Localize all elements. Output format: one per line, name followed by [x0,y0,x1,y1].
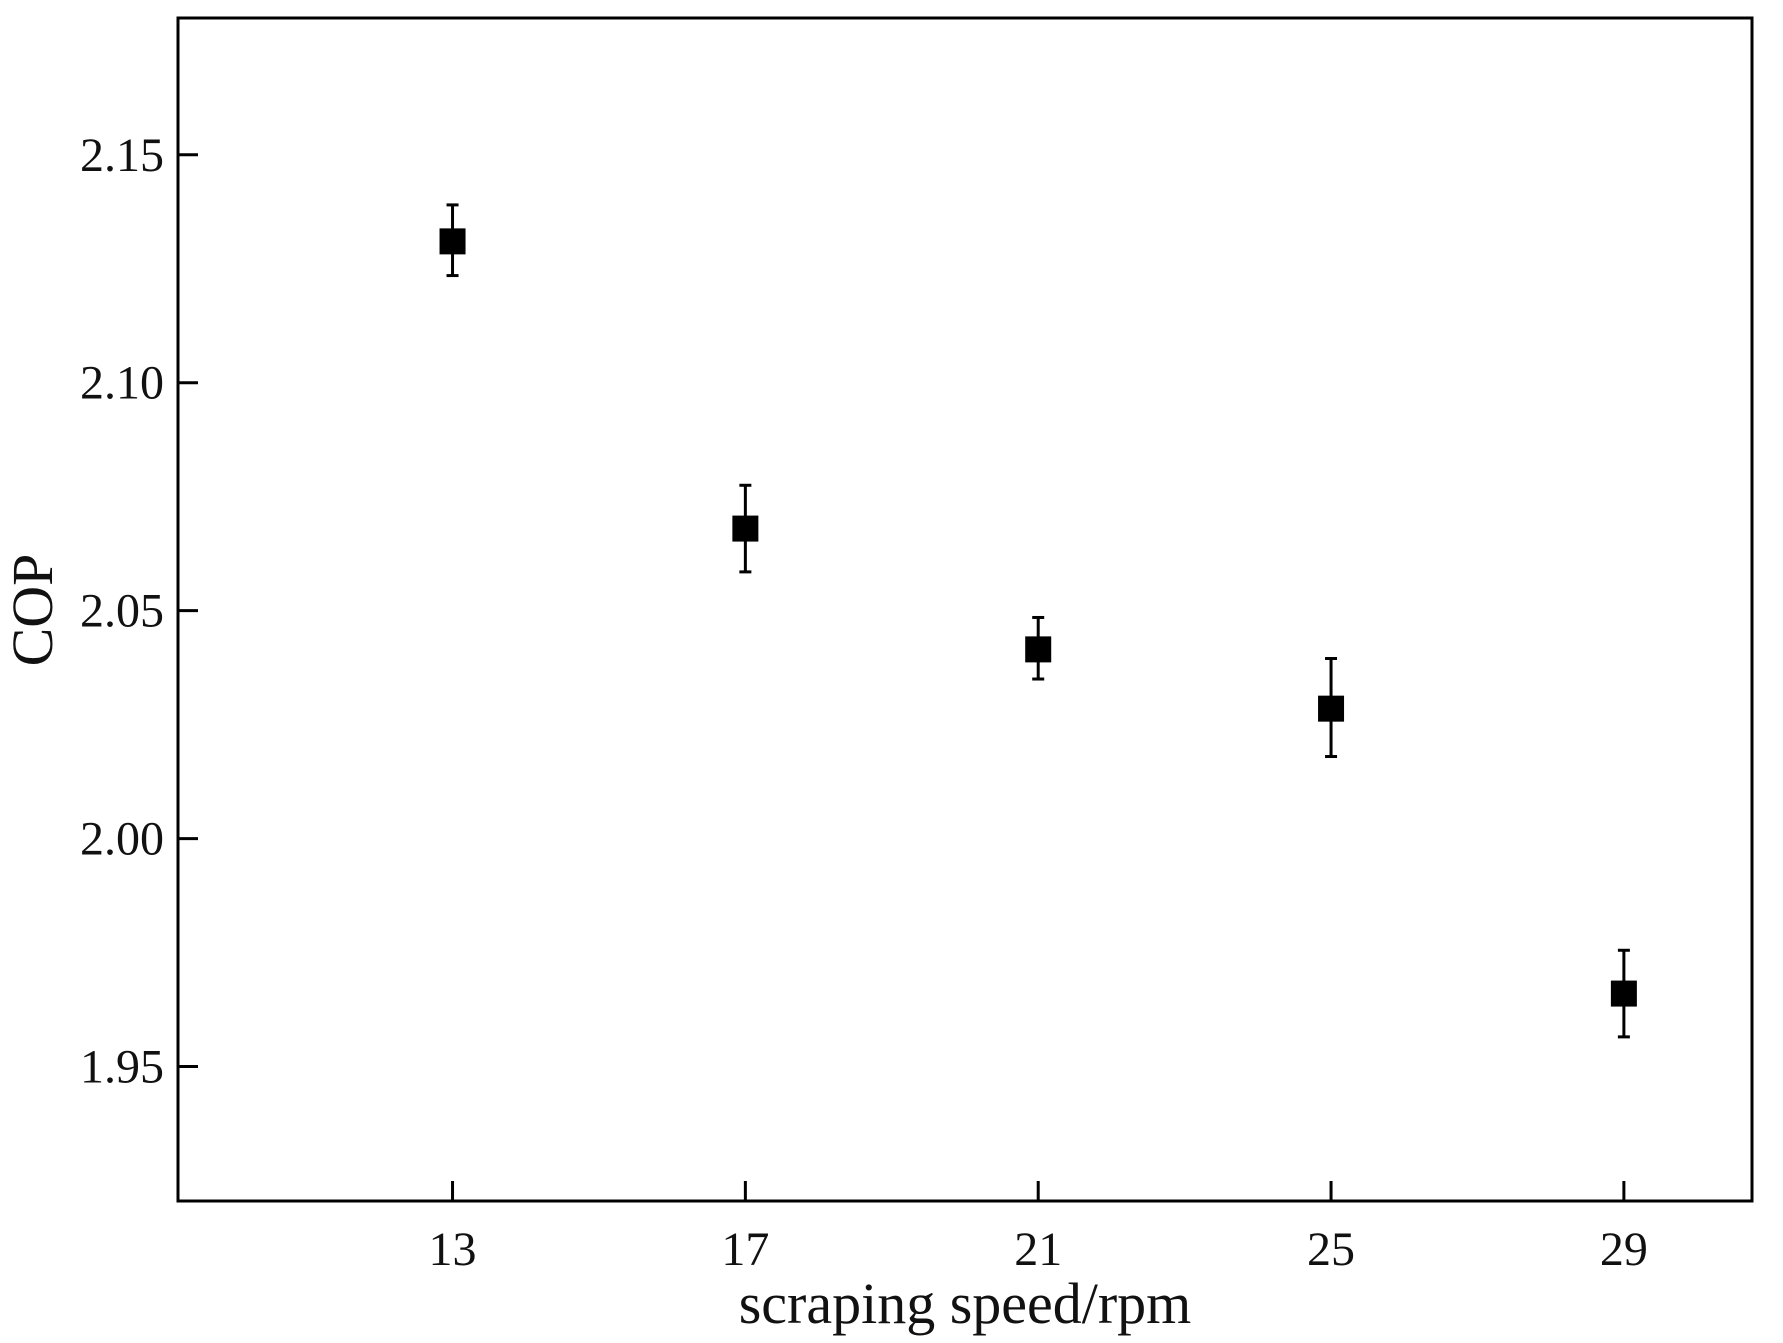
plot-frame [176,16,1754,1203]
data-points [439,203,1637,1039]
x-tick-label: 13 [429,1223,477,1276]
y-axis-title: COP [0,554,65,667]
x-axis-title: scraping speed/rpm [739,1271,1192,1336]
data-point-marker [1610,980,1637,1007]
y-tick-label: 2.10 [80,357,164,410]
data-point-marker [1318,695,1345,722]
y-tick-label: 2.15 [80,129,164,182]
y-axis: 1.95 2.00 2.05 2.10 2.15 [80,129,198,1094]
x-tick-label: 21 [1014,1223,1062,1276]
y-tick-label: 2.00 [80,813,164,866]
y-tick-label: 1.95 [80,1041,164,1094]
data-point-marker [732,515,759,542]
x-tick-label: 29 [1600,1223,1648,1276]
y-tick-label: 2.05 [80,585,164,638]
data-point-marker [439,228,466,255]
x-tick-label: 25 [1307,1223,1355,1276]
x-axis: 13 17 21 25 29 [429,1181,1648,1276]
x-tick-label: 17 [721,1223,769,1276]
data-point-marker [1025,636,1052,663]
